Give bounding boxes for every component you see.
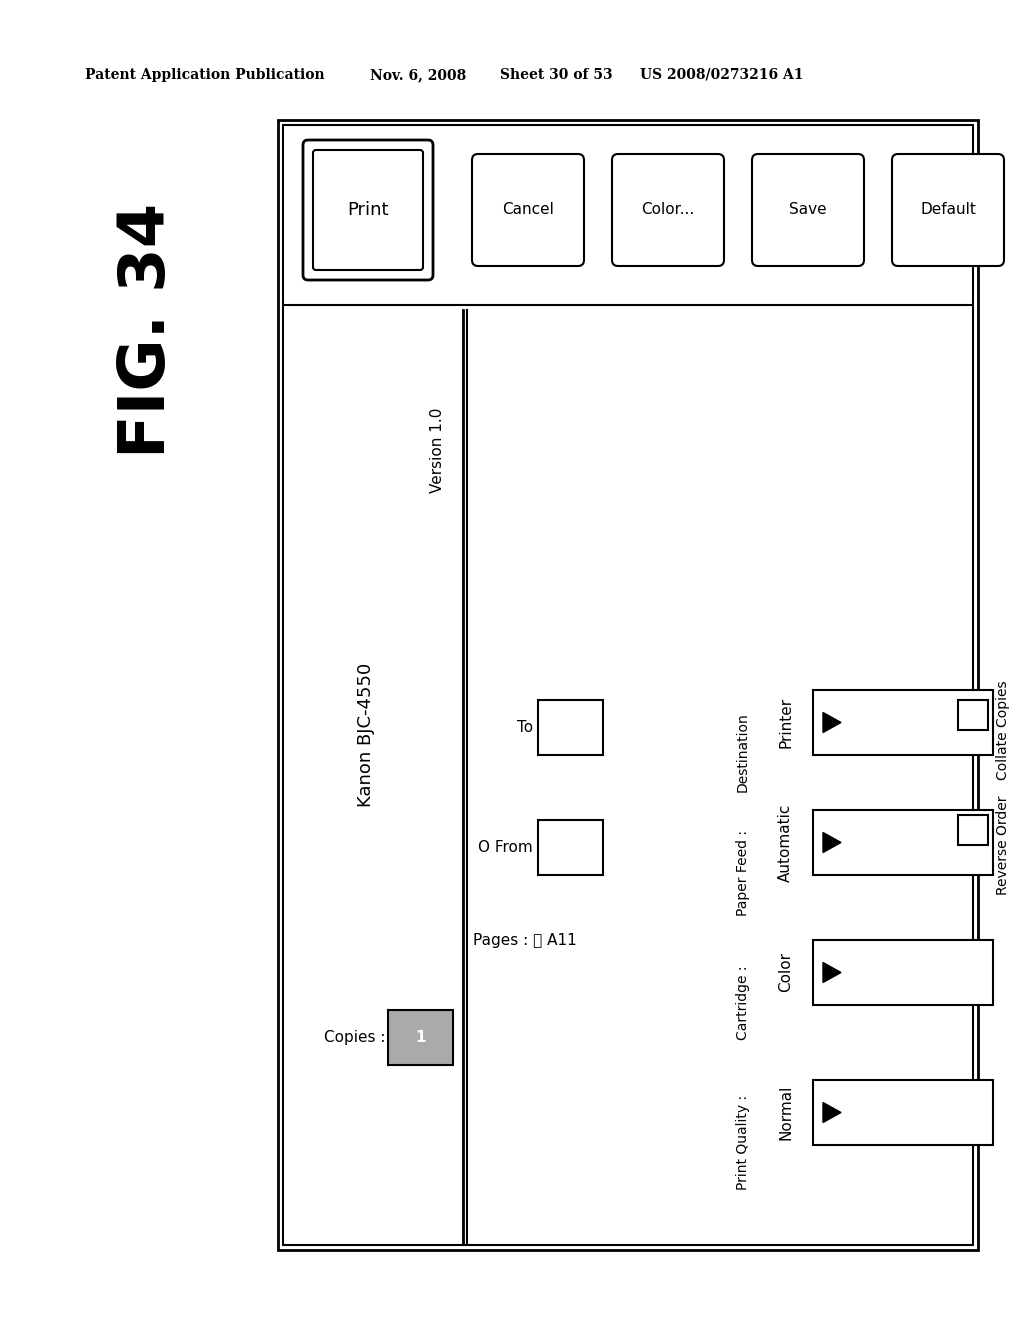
Text: Cancel: Cancel bbox=[502, 202, 554, 218]
Text: FIG. 34: FIG. 34 bbox=[116, 202, 178, 458]
Text: 1: 1 bbox=[416, 1030, 426, 1045]
Text: Automatic: Automatic bbox=[778, 804, 793, 882]
Bar bbox=[813, 940, 993, 1005]
Polygon shape bbox=[823, 1102, 841, 1122]
Bar bbox=[283, 125, 973, 1245]
Text: Save: Save bbox=[790, 202, 826, 218]
Text: Print: Print bbox=[347, 201, 389, 219]
Text: Collate Copies: Collate Copies bbox=[996, 680, 1010, 780]
FancyBboxPatch shape bbox=[313, 150, 423, 271]
Text: Nov. 6, 2008: Nov. 6, 2008 bbox=[370, 69, 466, 82]
Text: O From: O From bbox=[478, 840, 534, 855]
Text: Reverse Order: Reverse Order bbox=[996, 795, 1010, 895]
Bar bbox=[958, 700, 988, 730]
Text: US 2008/0273216 A1: US 2008/0273216 A1 bbox=[640, 69, 804, 82]
Polygon shape bbox=[823, 962, 841, 982]
Text: Normal: Normal bbox=[778, 1085, 793, 1140]
Text: Paper Feed :: Paper Feed : bbox=[736, 829, 750, 916]
FancyBboxPatch shape bbox=[472, 154, 584, 267]
Bar bbox=[388, 1010, 453, 1065]
Bar bbox=[813, 690, 993, 755]
Text: Default: Default bbox=[920, 202, 976, 218]
Text: Pages : Ⓢ A11: Pages : Ⓢ A11 bbox=[473, 932, 577, 948]
Text: Kanon BJC-4550: Kanon BJC-4550 bbox=[357, 663, 375, 807]
Bar bbox=[813, 810, 993, 875]
Text: Print Quality :: Print Quality : bbox=[736, 1094, 750, 1191]
Bar bbox=[538, 700, 603, 755]
FancyBboxPatch shape bbox=[612, 154, 724, 267]
Text: Color...: Color... bbox=[641, 202, 694, 218]
Polygon shape bbox=[823, 833, 841, 853]
Bar bbox=[538, 820, 603, 875]
Bar bbox=[278, 120, 978, 1250]
Text: Sheet 30 of 53: Sheet 30 of 53 bbox=[500, 69, 612, 82]
Text: To: To bbox=[517, 719, 534, 735]
Polygon shape bbox=[823, 713, 841, 733]
Bar bbox=[958, 814, 988, 845]
Text: Patent Application Publication: Patent Application Publication bbox=[85, 69, 325, 82]
Text: Copies :: Copies : bbox=[324, 1030, 385, 1045]
Text: Destination: Destination bbox=[736, 713, 750, 792]
Text: Cartridge :: Cartridge : bbox=[736, 965, 750, 1040]
Text: Version 1.0: Version 1.0 bbox=[430, 408, 445, 492]
FancyBboxPatch shape bbox=[892, 154, 1004, 267]
Bar bbox=[813, 1080, 993, 1144]
FancyBboxPatch shape bbox=[752, 154, 864, 267]
Text: Printer: Printer bbox=[778, 697, 793, 748]
FancyBboxPatch shape bbox=[303, 140, 433, 280]
Text: Color: Color bbox=[778, 953, 793, 993]
